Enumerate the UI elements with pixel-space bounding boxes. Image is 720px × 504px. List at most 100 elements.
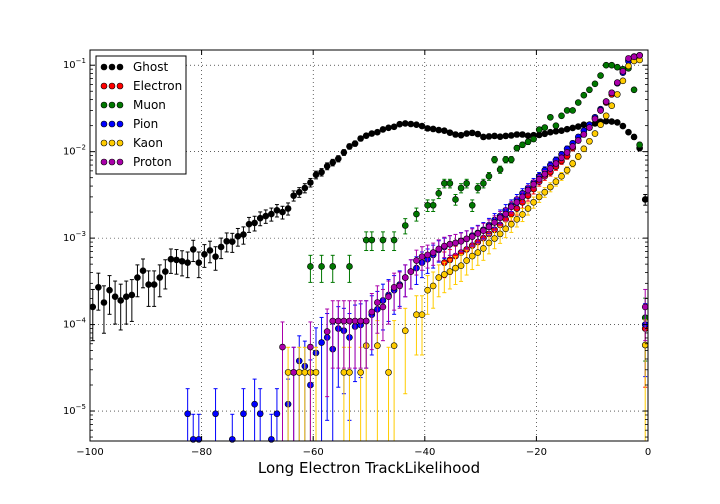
data-point bbox=[446, 240, 454, 248]
data-point bbox=[574, 137, 582, 144]
data-point bbox=[396, 120, 403, 128]
data-point bbox=[351, 317, 359, 325]
data-point bbox=[346, 263, 353, 270]
data-point bbox=[541, 170, 549, 178]
data-point bbox=[619, 122, 627, 130]
data-point bbox=[418, 253, 426, 260]
data-point bbox=[630, 53, 638, 61]
data-point bbox=[139, 267, 147, 274]
data-point bbox=[602, 117, 610, 125]
data-point bbox=[295, 188, 303, 196]
data-point bbox=[602, 61, 610, 69]
x-tick-label: −80 bbox=[191, 447, 212, 458]
data-point bbox=[569, 107, 576, 114]
data-point bbox=[519, 211, 526, 218]
data-point bbox=[424, 201, 431, 209]
data-point bbox=[586, 137, 593, 145]
data-point bbox=[507, 132, 515, 139]
data-point bbox=[401, 120, 409, 127]
data-point bbox=[189, 246, 197, 253]
data-point bbox=[591, 115, 599, 123]
data-point bbox=[524, 132, 532, 140]
legend-label: Pion bbox=[133, 117, 158, 131]
data-point bbox=[547, 113, 554, 121]
data-point bbox=[524, 138, 532, 146]
data-point bbox=[530, 180, 537, 188]
legend-marker bbox=[116, 63, 124, 71]
legend-label: Kaon bbox=[133, 136, 163, 150]
data-point bbox=[636, 141, 643, 149]
data-point bbox=[329, 263, 337, 270]
data-point bbox=[122, 293, 130, 301]
data-point bbox=[563, 149, 571, 156]
data-point bbox=[145, 281, 152, 288]
data-point bbox=[491, 219, 498, 226]
data-point bbox=[441, 127, 448, 134]
data-point bbox=[563, 125, 571, 133]
data-point bbox=[301, 369, 309, 376]
legend-marker bbox=[108, 139, 116, 147]
data-point bbox=[485, 239, 493, 247]
data-point bbox=[217, 243, 225, 251]
data-point bbox=[312, 369, 320, 376]
data-point bbox=[279, 343, 286, 351]
data-point bbox=[614, 63, 621, 71]
data-point bbox=[608, 89, 616, 97]
data-point bbox=[424, 286, 431, 294]
data-point bbox=[374, 299, 381, 306]
data-point bbox=[569, 160, 576, 167]
data-point bbox=[184, 410, 191, 418]
data-point bbox=[318, 263, 325, 270]
data-point bbox=[547, 183, 554, 191]
data-point bbox=[362, 317, 370, 325]
data-point bbox=[117, 297, 124, 304]
legend-marker bbox=[116, 82, 124, 90]
data-point bbox=[301, 184, 309, 192]
data-point bbox=[385, 369, 392, 376]
data-point bbox=[424, 251, 431, 259]
data-point bbox=[569, 143, 576, 150]
data-point bbox=[507, 220, 515, 228]
data-point bbox=[491, 156, 498, 163]
data-point bbox=[346, 143, 353, 150]
data-point bbox=[630, 86, 638, 94]
series-proton bbox=[279, 52, 649, 442]
data-point bbox=[184, 259, 191, 266]
data-point bbox=[468, 233, 476, 240]
data-point bbox=[530, 198, 537, 206]
data-point bbox=[335, 155, 342, 162]
legend-marker bbox=[108, 158, 116, 166]
data-point bbox=[463, 130, 470, 137]
data-point bbox=[329, 159, 337, 166]
legend-marker bbox=[100, 139, 108, 147]
data-point bbox=[212, 253, 219, 260]
data-point bbox=[212, 410, 219, 418]
x-tick-label: −60 bbox=[303, 447, 324, 458]
data-point bbox=[502, 225, 510, 233]
legend-marker bbox=[100, 63, 108, 71]
data-point bbox=[580, 131, 588, 138]
data-point bbox=[195, 259, 203, 266]
data-point bbox=[524, 205, 532, 212]
data-point bbox=[385, 124, 392, 132]
data-point bbox=[602, 98, 610, 105]
data-point bbox=[435, 245, 443, 253]
data-point bbox=[463, 180, 470, 187]
legend-item-pion: Pion bbox=[100, 117, 158, 131]
data-point bbox=[368, 130, 376, 137]
data-point bbox=[474, 184, 482, 192]
data-point bbox=[480, 245, 487, 252]
data-point bbox=[452, 196, 459, 203]
x-axis: −100 −80 −60 −40 −20 0 bbox=[76, 50, 651, 458]
data-point bbox=[262, 212, 270, 220]
data-point bbox=[357, 369, 364, 376]
data-point bbox=[162, 268, 169, 275]
data-point bbox=[89, 303, 97, 311]
x-tick-label: −40 bbox=[414, 447, 435, 458]
data-point bbox=[452, 264, 459, 272]
data-point bbox=[457, 237, 465, 245]
data-point bbox=[379, 126, 387, 133]
data-point bbox=[111, 293, 119, 301]
data-point bbox=[273, 206, 281, 214]
data-point bbox=[608, 102, 616, 110]
